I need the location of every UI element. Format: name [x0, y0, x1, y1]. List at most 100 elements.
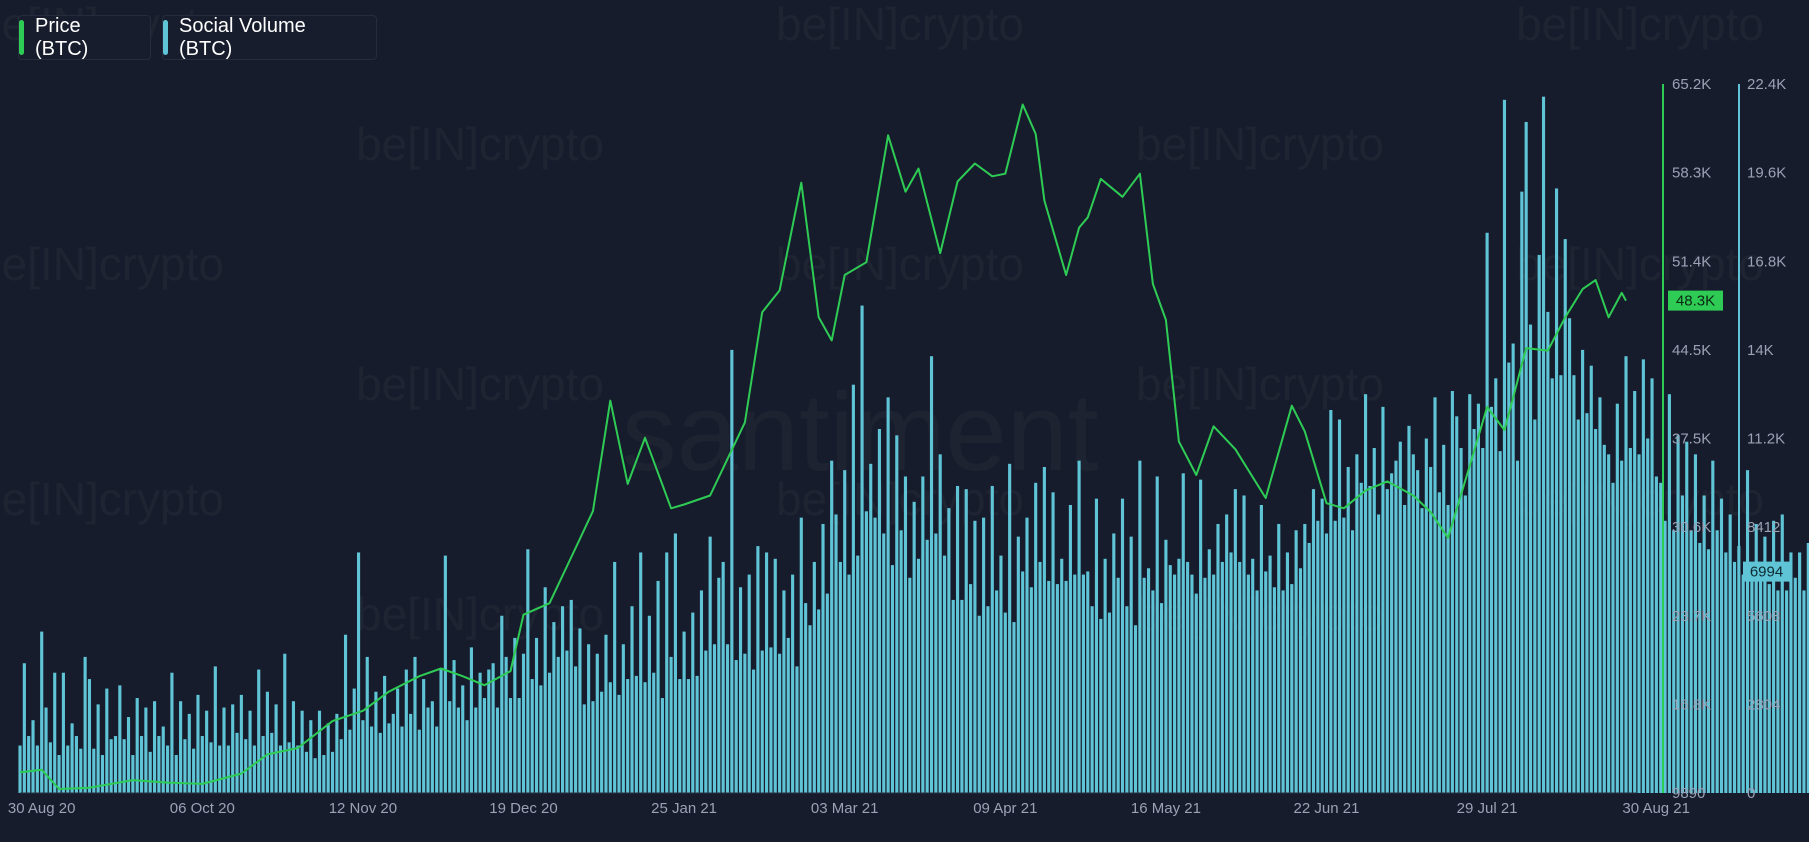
- social-volume-bar: [370, 726, 374, 793]
- social-volume-bar: [730, 349, 734, 794]
- social-volume-bar: [1598, 397, 1602, 793]
- price-axis-tick: 37.5K: [1672, 431, 1711, 448]
- social-volume-bar: [1706, 549, 1711, 793]
- social-last-value-text: 6994: [1750, 564, 1783, 581]
- x-axis-tick: 29 Jul 21: [1457, 800, 1518, 817]
- social-volume-bar: [1060, 558, 1064, 793]
- social-volume-bar: [1524, 121, 1528, 794]
- social-volume-bar: [539, 685, 543, 793]
- social-volume-bar: [534, 637, 539, 793]
- social-volume-bar: [595, 653, 599, 793]
- social-volume-bar: [960, 599, 964, 793]
- social-volume-bar: [257, 669, 261, 793]
- social-volume-bar: [40, 631, 44, 793]
- social-volume-bar: [1776, 590, 1780, 793]
- social-volume-bar: [1203, 577, 1207, 793]
- social-volume-bar: [396, 688, 400, 793]
- social-volume-bar: [1359, 482, 1363, 793]
- social-volume-bar: [890, 565, 895, 793]
- social-volume-bar: [157, 736, 161, 793]
- social-volume-bar: [617, 694, 621, 793]
- social-volume-bar: [443, 555, 447, 793]
- social-volume-bar: [1168, 565, 1172, 793]
- social-volume-bar: [986, 606, 990, 793]
- social-volume-bar: [808, 625, 812, 793]
- legend-social-volume[interactable]: Social Volume (BTC): [162, 15, 377, 60]
- social-volume-bar: [903, 476, 908, 793]
- social-volume-bar: [1620, 460, 1624, 793]
- social-volume-bar: [1394, 460, 1398, 793]
- social-volume-bar: [1160, 603, 1164, 793]
- social-volume-bar: [18, 745, 22, 793]
- social-volume-bar: [578, 628, 582, 793]
- social-volume-bar: [200, 736, 204, 793]
- social-volume-bar: [1042, 466, 1046, 793]
- social-volume-bar: [1368, 485, 1372, 793]
- social-volume-bar: [756, 546, 760, 793]
- social-volume-bar: [74, 736, 78, 793]
- social-volume-bar: [1320, 498, 1324, 793]
- x-axis-tick: 30 Aug 20: [8, 800, 76, 817]
- social-volume-bar: [226, 745, 230, 793]
- social-volume-bar: [235, 732, 239, 793]
- social-volume-bar: [1151, 590, 1155, 793]
- social-volume-bar: [513, 637, 517, 793]
- social-volume-bar: [669, 656, 673, 793]
- social-volume-bar: [1433, 397, 1437, 793]
- social-volume-bar: [326, 723, 330, 793]
- social-volume-bar: [1272, 587, 1276, 793]
- social-volume-bar: [877, 429, 881, 793]
- social-volume-bar: [1472, 429, 1476, 793]
- social-volume-bar: [144, 707, 148, 793]
- social-volume-bar: [778, 653, 782, 793]
- social-volume-bar: [1750, 565, 1754, 793]
- social-volume-bar: [478, 672, 482, 793]
- social-volume-bar: [899, 530, 903, 793]
- social-volume-bar: [1012, 622, 1016, 793]
- social-volume-bar: [769, 647, 773, 793]
- social-volume-bar: [869, 463, 873, 793]
- social-volume-bar: [604, 634, 608, 793]
- social-volume-bar: [1120, 498, 1125, 793]
- social-volume-bar: [977, 615, 981, 793]
- social-volume-bar: [1732, 561, 1737, 793]
- social-volume-bar: [647, 615, 651, 793]
- social-volume-bar: [526, 549, 530, 793]
- x-axis-tick: 12 Nov 20: [329, 800, 397, 817]
- social-volume-bar: [135, 698, 139, 793]
- social-volume-bar: [1785, 590, 1789, 793]
- social-volume-bar: [656, 580, 660, 793]
- social-volume-bar: [639, 552, 643, 793]
- social-volume-bar: [495, 707, 500, 793]
- price-axis-tick: 51.4K: [1672, 253, 1711, 270]
- social-volume-bar: [1780, 514, 1784, 793]
- social-volume-bar: [673, 533, 677, 793]
- social-volume-bar: [1476, 403, 1480, 793]
- social-volume-bar: [1390, 473, 1394, 793]
- legend-price[interactable]: Price (BTC): [18, 15, 151, 60]
- social-volume-bar: [1615, 403, 1619, 793]
- social-volume-bar: [712, 644, 717, 793]
- social-volume-bar: [1459, 448, 1463, 793]
- social-volume-bar: [1199, 479, 1203, 793]
- social-volume-bar: [213, 666, 217, 793]
- price-axis-tick: 44.5K: [1672, 342, 1711, 359]
- social-volume-bar: [456, 707, 460, 793]
- social-volume-bar: [1515, 460, 1520, 793]
- social-volume-bar: [1607, 454, 1611, 793]
- social-volume-bar: [725, 644, 730, 793]
- social-volume-bar: [782, 590, 786, 793]
- social-volume-bar: [218, 745, 222, 793]
- social-axis-tick: 11.2K: [1747, 431, 1785, 448]
- social-volume-bar: [196, 694, 200, 793]
- social-volume-bar: [383, 675, 387, 793]
- legend-price-label: Price (BTC): [35, 14, 89, 60]
- social-volume-bar: [1403, 504, 1407, 793]
- social-volume-bar: [699, 590, 704, 793]
- social-volume-bar: [1055, 584, 1059, 793]
- watermark-source: santiment: [622, 371, 1099, 494]
- social-volume-bar: [860, 305, 864, 793]
- social-volume-bar: [1324, 533, 1329, 793]
- social-volume-bar: [287, 742, 291, 793]
